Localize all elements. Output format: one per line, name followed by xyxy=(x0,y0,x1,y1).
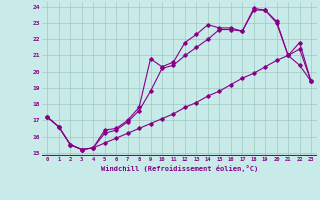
X-axis label: Windchill (Refroidissement éolien,°C): Windchill (Refroidissement éolien,°C) xyxy=(100,165,258,172)
